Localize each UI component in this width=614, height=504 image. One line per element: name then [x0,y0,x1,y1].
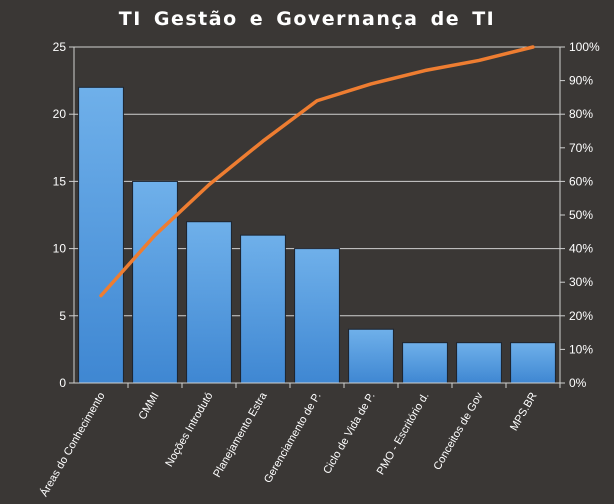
category-label: Planejamento Estra [211,390,270,480]
left-tick-label: 20 [53,107,67,121]
left-tick-label: 25 [53,40,67,54]
right-tick-label: 60% [569,174,593,188]
left-tick-label: 15 [53,174,67,188]
right-tick-label: 0% [569,376,587,390]
category-label: Noções Introdutó [163,391,215,470]
bar [186,221,232,384]
axes [69,46,565,388]
left-tick-label: 0 [59,376,66,390]
bar [402,342,448,384]
bar [132,180,178,384]
right-tick-label: 20% [569,309,593,323]
bar [78,86,124,384]
category-label: CMMI [137,391,162,422]
right-tick-label: 40% [569,242,593,256]
right-tick-label: 100% [569,40,600,54]
right-tick-label: 30% [569,275,593,289]
left-tick-label: 5 [59,309,66,323]
right-tick-label: 10% [569,342,593,356]
bar-series [78,86,556,384]
category-label: Conceitos de Gov [431,390,485,472]
category-label: Gerenciamento de P. [262,391,324,486]
right-tick-label: 50% [569,208,593,222]
right-tick-label: 70% [569,141,593,155]
bar [348,328,394,384]
cumulative-line-series [99,45,535,298]
right-tick-label: 80% [569,107,593,121]
bar [510,342,556,384]
left-tick-label: 10 [53,242,67,256]
category-label: PMO - Escritório d. [375,391,432,477]
bar [240,234,286,384]
category-label: Ciclo de Vida de P. [321,391,377,477]
right-tick-label: 90% [569,74,593,88]
chart-title: TI Gestão e Governança de TI [118,8,496,30]
category-label: MPS.BR [508,390,540,433]
bar [294,248,340,384]
cumulative-line [99,45,535,298]
category-label: Áreas do Conhecimento [37,390,107,499]
bar [456,342,502,384]
